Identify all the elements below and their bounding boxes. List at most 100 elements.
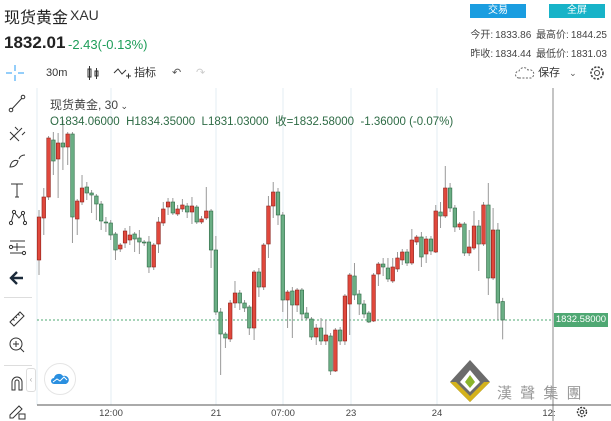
crosshair-tool[interactable]: [5, 64, 25, 82]
candle-down: [447, 187, 453, 209]
candle-down: [51, 139, 56, 162]
candle-down: [280, 214, 285, 301]
chevron-down-icon: ⌄: [569, 68, 577, 78]
high-value: 1844.25: [570, 30, 607, 41]
candle-down: [290, 290, 295, 306]
chart-snapshot-button[interactable]: [44, 363, 76, 395]
magnet-icon: [11, 376, 23, 391]
candle-up: [41, 196, 46, 219]
settings-button[interactable]: [588, 64, 606, 82]
candle-up: [65, 133, 70, 148]
fullscreen-button[interactable]: 全屏: [549, 4, 605, 18]
legend-high: H1834.35000: [126, 116, 196, 128]
gear-icon: [590, 66, 604, 80]
instrument-title: 现货黄金: [4, 10, 69, 27]
stats-row-1: 今开: 1833.86 最高价: 1844.25: [468, 26, 607, 41]
cloud-icon: [515, 67, 535, 79]
back-arrow-icon: [9, 271, 23, 285]
measure-tool[interactable]: [0, 234, 34, 260]
legend-low: L1831.03000: [201, 116, 269, 128]
candle-down: [185, 205, 190, 213]
candle-up: [271, 191, 276, 207]
toolbar-divider: [4, 365, 32, 366]
measure-icon: [8, 240, 27, 256]
candle-up: [75, 200, 80, 220]
zoom-in-tool[interactable]: [0, 332, 34, 358]
candle-down: [299, 289, 305, 315]
candle-down: [366, 312, 371, 323]
candle-down: [428, 238, 434, 252]
lock-drawing-tool[interactable]: [0, 397, 34, 421]
candle-up: [400, 251, 405, 261]
candle-down: [146, 241, 152, 268]
current-price: 1832.01: [4, 33, 66, 52]
instrument-symbol: XAU: [70, 7, 99, 23]
candle-up: [165, 201, 171, 208]
pattern-icon: [8, 209, 27, 226]
candle-up: [180, 204, 185, 210]
candle-up: [333, 329, 338, 372]
candle-down: [132, 233, 137, 240]
candle-up: [314, 327, 319, 338]
undo-button[interactable]: ↶: [172, 64, 181, 82]
candle-up: [395, 257, 400, 270]
candle-up: [409, 239, 414, 264]
candle-down: [237, 292, 242, 304]
high-label: 最高价:: [536, 30, 569, 41]
candle-up: [46, 137, 51, 198]
trend-line-tool[interactable]: [0, 90, 34, 116]
candle-up: [266, 205, 271, 245]
save-label: 保存: [538, 67, 561, 79]
candle-up: [424, 238, 429, 255]
candle-down: [242, 302, 247, 309]
brush-tool[interactable]: [0, 147, 34, 173]
chart-type-button[interactable]: [86, 64, 100, 82]
candle-down: [338, 329, 343, 342]
candle-down: [223, 333, 228, 339]
candle-up: [189, 205, 195, 213]
candle-up: [151, 244, 156, 268]
hide-toolbar-button[interactable]: [0, 265, 34, 291]
candle-down: [419, 236, 424, 258]
candle-up: [285, 291, 290, 301]
candle-down: [500, 301, 505, 321]
crosshair-icon: [6, 65, 24, 81]
trade-button[interactable]: 交易: [470, 4, 526, 18]
candle-up: [36, 216, 42, 261]
candle-down: [108, 222, 113, 236]
pitchfork-tool[interactable]: [0, 120, 34, 146]
text-tool[interactable]: [0, 177, 34, 203]
redo-button[interactable]: ↷: [196, 64, 205, 82]
axis-settings-button[interactable]: [575, 405, 589, 421]
lock-drawing-icon: [9, 405, 26, 420]
legend-values: O1834.06000 H1834.35000 L1831.03000 收=18…: [50, 113, 453, 129]
pattern-tool[interactable]: [0, 204, 34, 230]
open-value: 1833.86: [495, 30, 532, 41]
indicators-button[interactable]: 指标: [113, 64, 156, 82]
interval-selector[interactable]: 30m: [46, 67, 68, 79]
legend-title[interactable]: 现货黄金, 30 ⌄: [50, 96, 128, 113]
brush-icon: [9, 154, 26, 168]
candle-up: [433, 210, 438, 253]
candle-up: [252, 271, 257, 329]
candle-down: [194, 206, 199, 223]
prev-close-label: 昨收:: [470, 49, 494, 60]
candle-down: [361, 303, 367, 315]
candle-up: [261, 244, 266, 288]
save-button[interactable]: 保存 ⌄: [515, 64, 577, 82]
diamond-logo-icon: [450, 360, 490, 402]
candle-up: [481, 204, 486, 245]
candle-down: [486, 204, 491, 279]
x-tick-label: 24: [431, 408, 443, 419]
candle-down: [352, 275, 357, 296]
candle-up: [347, 274, 352, 305]
candle-down: [142, 241, 147, 244]
candle-down: [208, 210, 214, 251]
candle-up: [490, 229, 496, 279]
ruler-tool[interactable]: [0, 305, 34, 331]
candle-down: [89, 192, 94, 196]
magnet-tool[interactable]: [0, 370, 34, 396]
collapse-toolbar-handle[interactable]: ‹: [26, 368, 36, 392]
